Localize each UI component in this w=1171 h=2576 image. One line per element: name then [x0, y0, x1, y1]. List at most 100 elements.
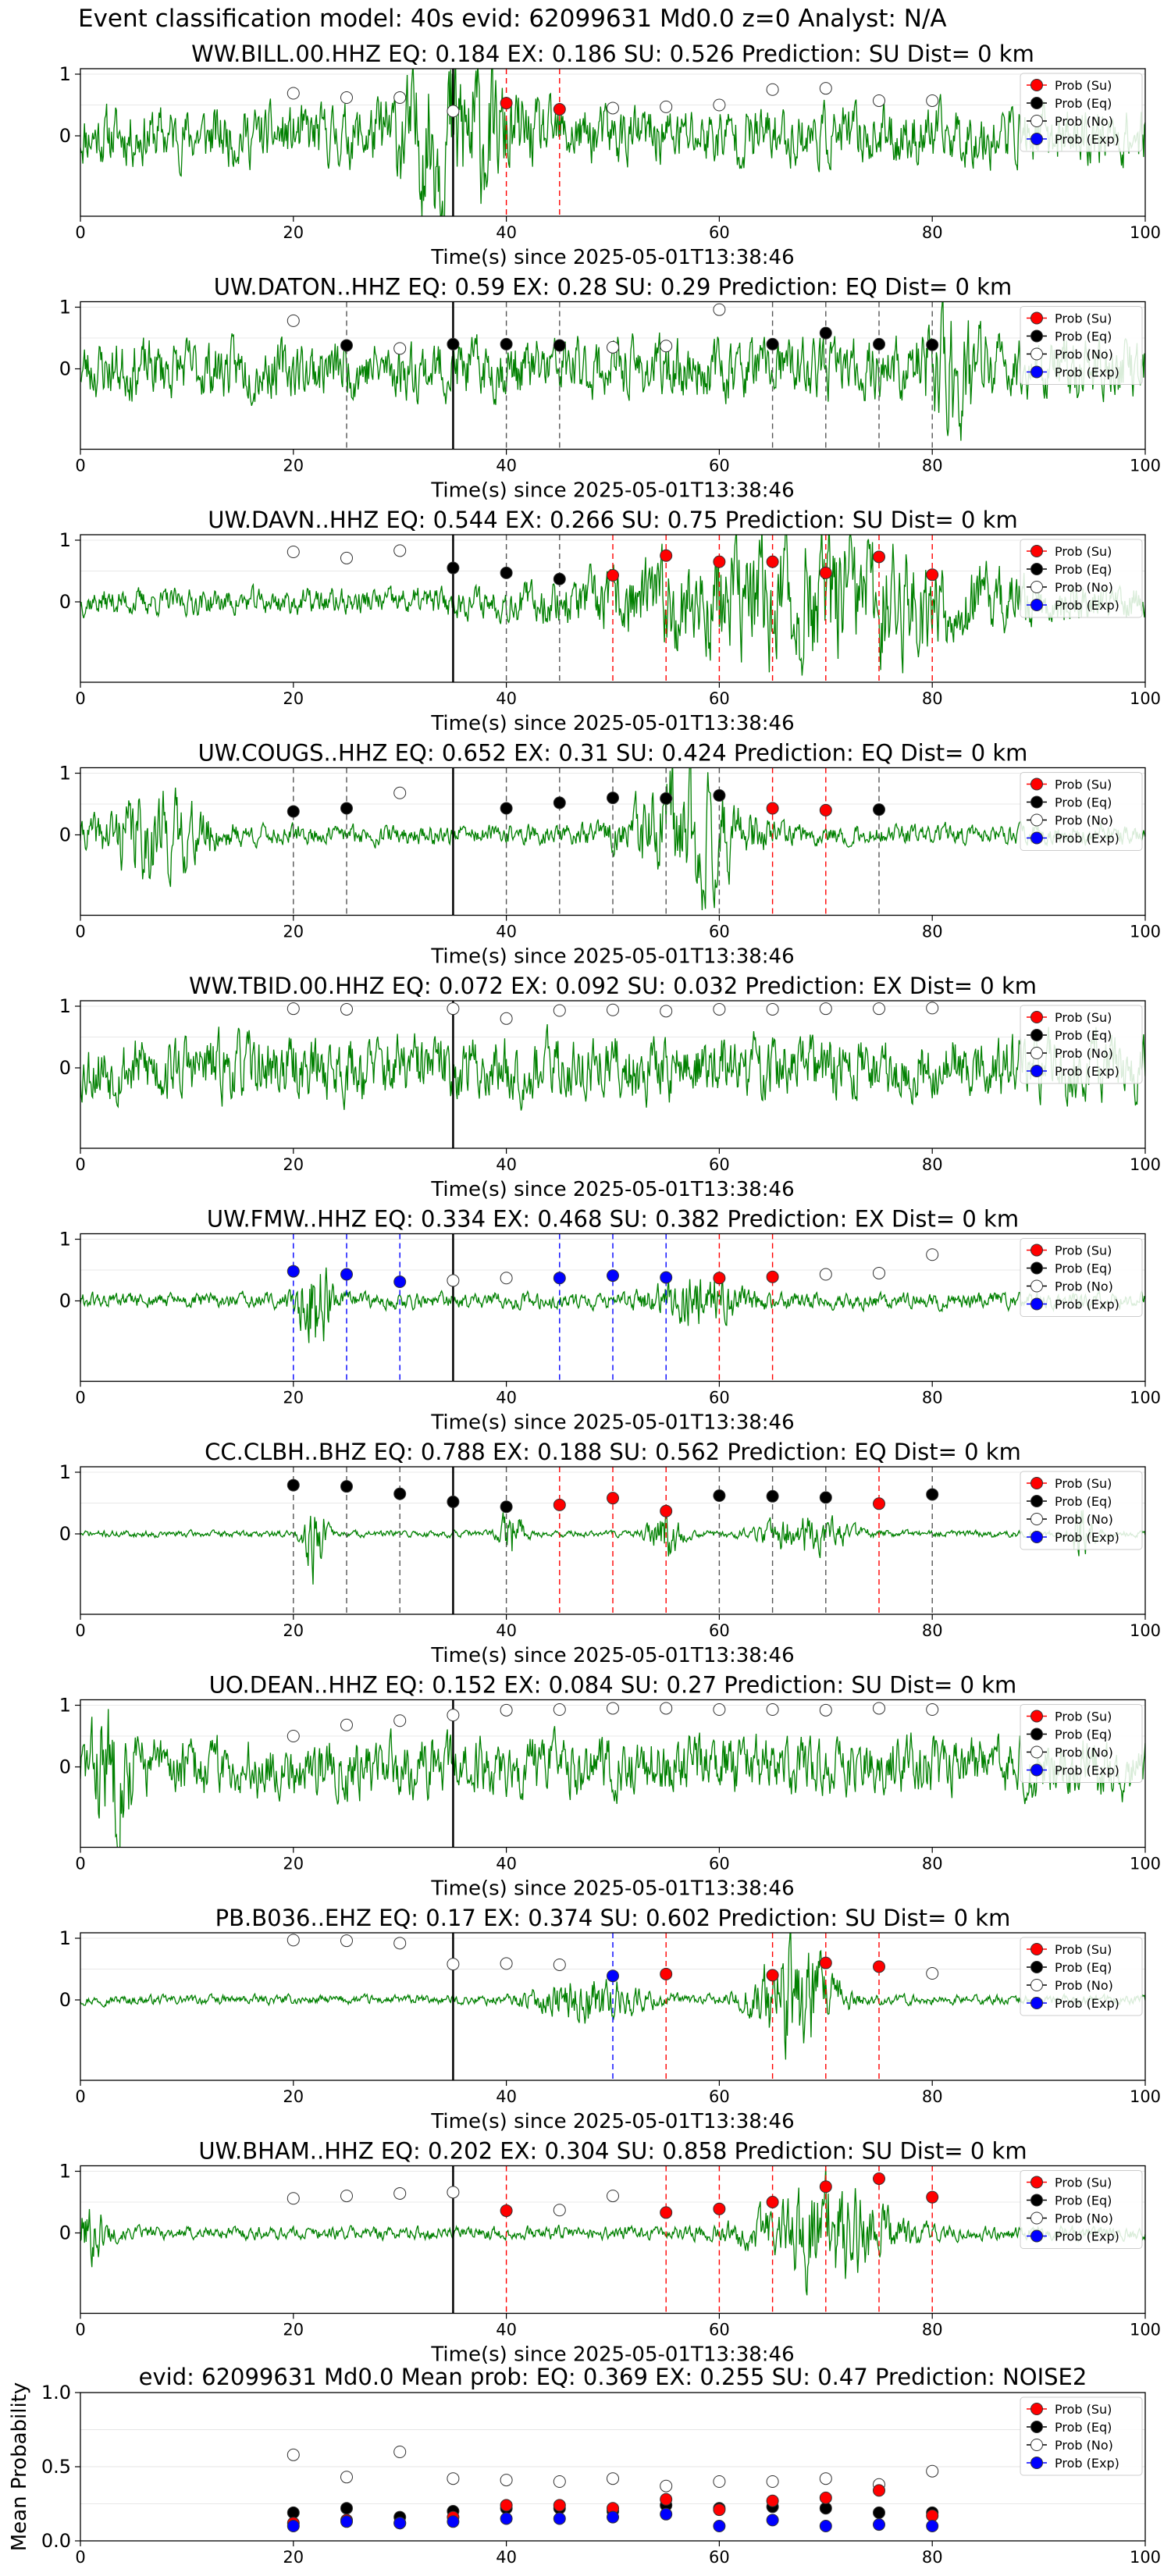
- panel-title: WW.BILL.00.HHZ EQ: 0.184 EX: 0.186 SU: 0…: [191, 41, 1034, 67]
- legend-marker-no: [1030, 813, 1043, 827]
- y-tick-label: 0: [59, 1989, 71, 2011]
- legend-label: Prob (Su): [1055, 1942, 1112, 1957]
- x-tick-label: 40: [496, 923, 517, 941]
- prob-marker-eq: [500, 337, 513, 350]
- prob-marker-no: [553, 1703, 566, 1717]
- legend-marker-no: [1030, 1979, 1043, 1991]
- prob-marker-eq: [607, 792, 619, 805]
- prob-marker-su: [500, 97, 513, 110]
- prob-marker-no: [713, 1002, 726, 1016]
- prob-marker-no: [393, 342, 407, 355]
- legend-label: Prob (Eq): [1055, 1960, 1112, 1975]
- legend-marker-su: [1030, 2176, 1043, 2189]
- prob-marker-no: [287, 314, 300, 327]
- axes-frame: [80, 1932, 1146, 2081]
- x-tick-label: 40: [496, 689, 517, 708]
- prob-marker-no: [766, 1002, 779, 1016]
- station-panel: WW.TBID.00.HHZ EQ: 0.072 EX: 0.092 SU: 0…: [59, 973, 1161, 1201]
- x-tick-label: 20: [283, 223, 304, 242]
- panel-title: PB.B036..EHZ EQ: 0.17 EX: 0.374 SU: 0.60…: [215, 1905, 1011, 1931]
- legend-box: [1020, 1238, 1143, 1317]
- waveform-trace: [80, 1024, 1145, 1111]
- x-tick-label: 20: [283, 457, 304, 475]
- prob-marker-no: [713, 303, 726, 316]
- mean-marker-exp: [287, 2520, 300, 2532]
- prob-marker-su: [766, 1969, 779, 1982]
- legend-marker-no: [1030, 115, 1043, 127]
- x-tick-label: 60: [709, 689, 730, 708]
- prob-marker-no: [447, 1709, 460, 1722]
- prob-marker-no: [607, 101, 619, 115]
- prob-marker-su: [607, 569, 619, 582]
- station-panel: WW.BILL.00.HHZ EQ: 0.184 EX: 0.186 SU: 0…: [59, 41, 1161, 269]
- waveform-trace: [80, 69, 1145, 216]
- legend-label: Prob (Eq): [1055, 795, 1112, 810]
- panel-title: CC.CLBH..BHZ EQ: 0.788 EX: 0.188 SU: 0.5…: [205, 1439, 1021, 1465]
- prob-marker-su: [713, 2202, 726, 2215]
- legend-label: Prob (Su): [1055, 311, 1112, 326]
- legend-marker-no: [1030, 1745, 1043, 1759]
- x-tick-label: 20: [283, 2087, 304, 2106]
- mean-marker-exp: [926, 2520, 939, 2532]
- legend-box: [1020, 539, 1143, 618]
- x-tick-label: 100: [1130, 457, 1161, 475]
- x-tick-label: 60: [709, 2087, 730, 2106]
- mean-marker-no: [926, 2464, 939, 2478]
- x-tick-label: 20: [283, 1621, 304, 1640]
- legend-marker-exp: [1030, 1065, 1043, 1077]
- prob-marker-no: [447, 1274, 460, 1287]
- x-tick-label: 0: [75, 2087, 85, 2106]
- station-panel: CC.CLBH..BHZ EQ: 0.788 EX: 0.188 SU: 0.5…: [59, 1439, 1161, 1667]
- mean-marker-exp: [500, 2512, 513, 2525]
- prob-marker-su: [553, 1498, 566, 1511]
- prob-marker-no: [447, 105, 460, 118]
- legend-label: Prob (Eq): [1055, 1261, 1112, 1276]
- legend-marker-eq: [1030, 2421, 1043, 2433]
- mean-marker-no: [660, 2479, 673, 2492]
- prob-marker-eq: [340, 1480, 353, 1493]
- prob-marker-su: [766, 1270, 779, 1283]
- x-tick-label: 100: [1130, 689, 1161, 708]
- prob-marker-su: [819, 803, 832, 817]
- prob-marker-eq: [766, 337, 779, 350]
- legend-marker-su: [1030, 2403, 1043, 2415]
- prob-marker-su: [873, 1497, 885, 1510]
- prob-marker-exp: [607, 1269, 619, 1283]
- prob-marker-eq: [340, 802, 353, 815]
- panel-title: UW.DATON..HHZ EQ: 0.59 EX: 0.28 SU: 0.29…: [214, 274, 1012, 301]
- mean-marker-exp: [553, 2512, 566, 2525]
- legend-marker-su: [1030, 545, 1043, 557]
- x-tick-label: 20: [283, 2548, 304, 2567]
- y-tick-label: 1: [59, 1927, 71, 1949]
- prob-marker-su: [766, 2196, 779, 2208]
- station-panel: UW.DATON..HHZ EQ: 0.59 EX: 0.28 SU: 0.29…: [59, 274, 1161, 503]
- prob-marker-no: [393, 544, 407, 557]
- prob-marker-no: [393, 91, 407, 105]
- x-tick-label: 100: [1130, 923, 1161, 941]
- panel-title: WW.TBID.00.HHZ EQ: 0.072 EX: 0.092 SU: 0…: [189, 973, 1037, 999]
- prob-marker-exp: [553, 1272, 566, 1285]
- legend-marker-su: [1030, 1477, 1043, 1489]
- x-tick-label: 20: [283, 1389, 304, 1407]
- prob-marker-no: [819, 82, 832, 95]
- y-tick-label: 1: [59, 1461, 71, 1483]
- legend-label: Prob (No): [1055, 1978, 1113, 1993]
- x-tick-label: 40: [496, 1621, 517, 1640]
- y-tick-label: 1: [59, 1695, 71, 1717]
- legend-label: Prob (No): [1055, 1512, 1113, 1527]
- legend-box: [1020, 1471, 1143, 1550]
- x-tick-label: 100: [1130, 1389, 1161, 1407]
- legend-label: Prob (Eq): [1055, 1727, 1112, 1742]
- x-tick-label: 60: [709, 1155, 730, 1174]
- legend-marker-eq: [1030, 1495, 1043, 1507]
- prob-marker-no: [393, 1937, 407, 1950]
- prob-marker-exp: [660, 1271, 673, 1284]
- waveform-trace: [80, 1510, 1145, 1585]
- legend-label: Prob (Su): [1055, 777, 1112, 792]
- legend-label: Prob (Eq): [1055, 329, 1112, 344]
- prob-marker-no: [926, 1248, 939, 1261]
- x-axis-label: Time(s) since 2025-05-01T13:38:46: [430, 2110, 794, 2133]
- panel-title: UW.BHAM..HHZ EQ: 0.202 EX: 0.304 SU: 0.8…: [198, 2138, 1027, 2165]
- mean-marker-no: [553, 2475, 566, 2488]
- x-tick-label: 40: [496, 223, 517, 242]
